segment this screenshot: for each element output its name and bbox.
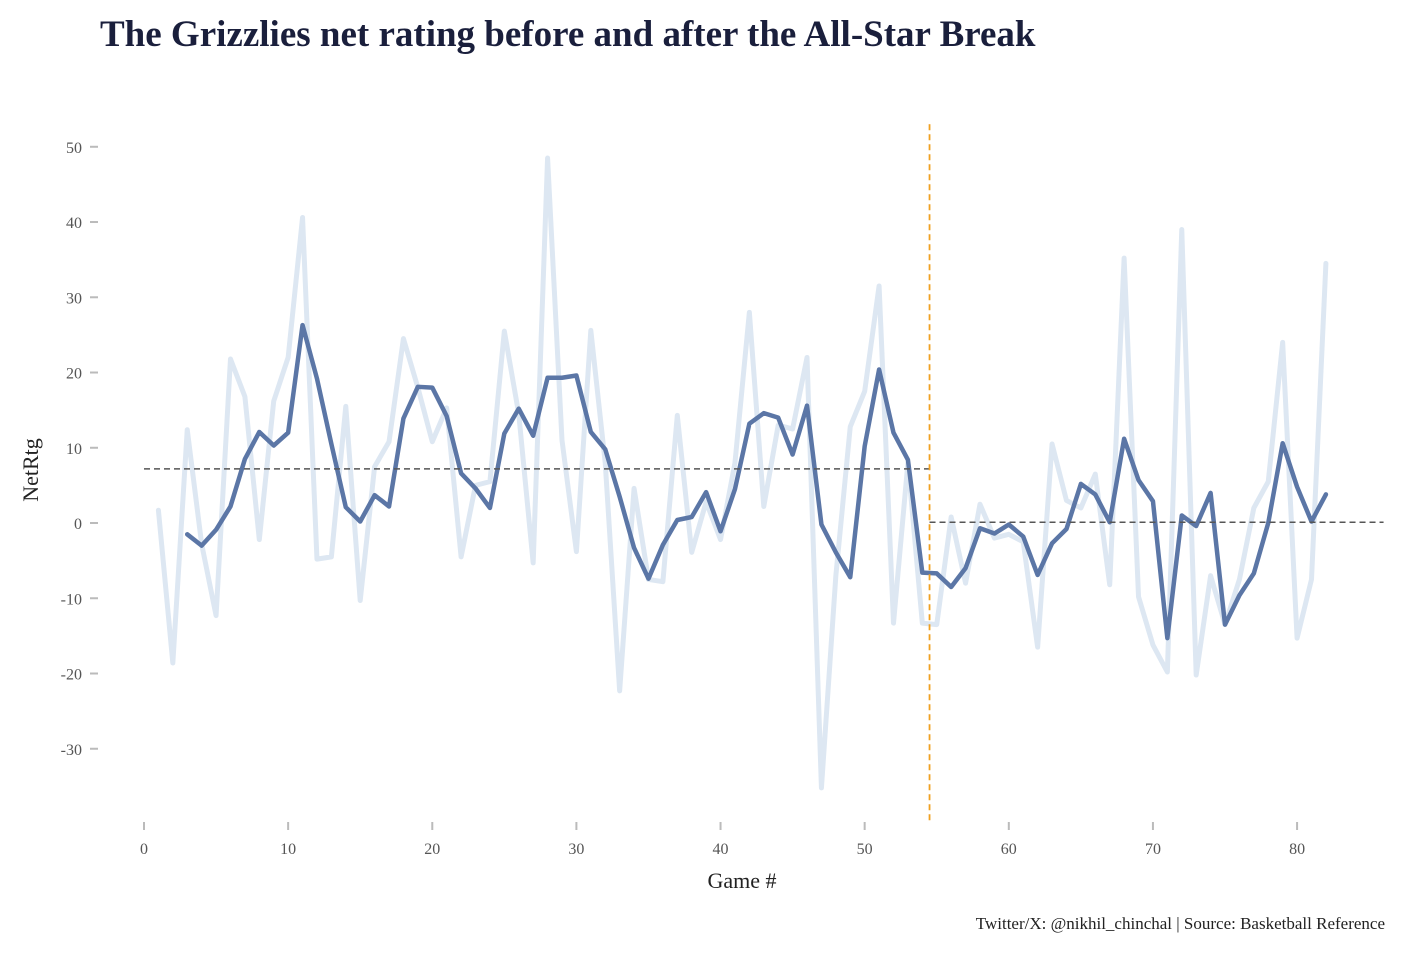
y-tick-label: 10 [66,441,82,458]
y-tick-label: -10 [61,591,82,608]
x-tick-label: 80 [1289,841,1305,858]
y-tick-label: 40 [66,215,82,232]
y-tick-label: 30 [66,290,82,307]
y-axis-title: NetRtg [18,438,43,502]
x-tick-label: 70 [1145,841,1161,858]
x-tick-label: 50 [857,841,873,858]
x-tick-label: 30 [568,841,584,858]
chart-title: The Grizzlies net rating before and afte… [100,14,1036,55]
series-line [184,322,1329,641]
x-tick-label: 40 [713,841,729,858]
caption: Twitter/X: @nikhil_chinchal | Source: Ba… [976,914,1385,933]
x-tick-label: 10 [280,841,296,858]
x-axis-title: Game # [707,868,776,893]
x-tick-label: 0 [140,841,148,858]
x-tick-label: 20 [424,841,440,858]
series-line [155,155,1329,791]
y-tick-label: 0 [74,516,82,533]
y-tick-label: 20 [66,366,82,383]
y-tick-label: -30 [61,742,82,759]
y-tick-label: 50 [66,140,82,157]
x-tick-label: 60 [1001,841,1017,858]
y-tick-label: -20 [61,667,82,684]
